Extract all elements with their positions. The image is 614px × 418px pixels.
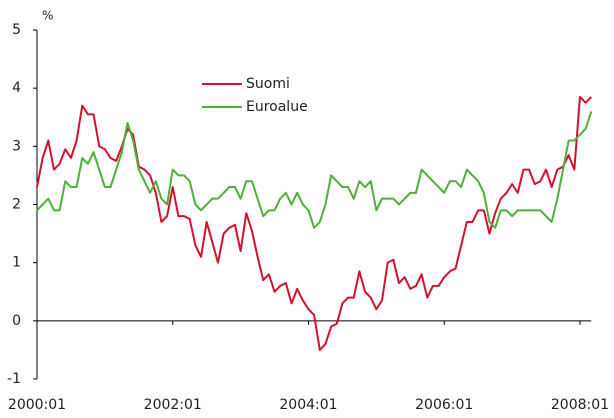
x-tick-label: 2006:01 [415,397,473,413]
x-tick-label: 2008:01 [551,397,609,413]
series-line [36,95,593,351]
y-tick-label: -1 [7,371,21,387]
x-tick-label: 2000:01 [8,397,66,413]
series-line [36,111,593,229]
x-tick-label: 2002:01 [144,397,202,413]
y-tick-label: 3 [12,138,21,154]
y-unit: % [42,9,53,23]
legend-label: Suomi [246,76,290,92]
x-tick-label: 2004:01 [279,397,337,413]
y-tick-label: 1 [12,255,21,271]
y-tick-label: 2 [12,197,21,213]
y-tick-label: 5 [12,22,21,38]
legend-label: Euroalue [246,99,308,115]
y-tick-label: 4 [12,80,21,96]
y-tick-label: 0 [12,313,21,329]
